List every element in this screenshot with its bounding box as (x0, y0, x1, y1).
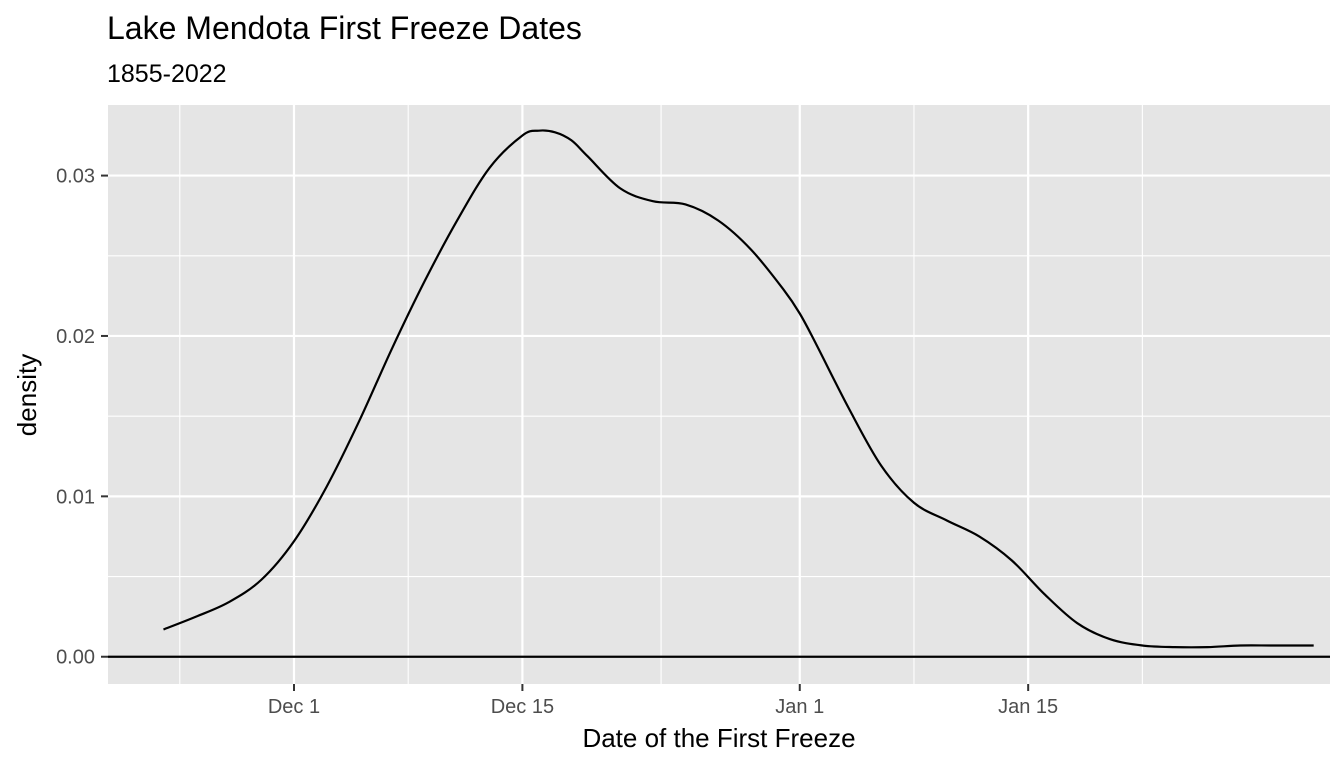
x-tick-label: Dec 1 (268, 696, 320, 718)
x-axis: Dec 1 Dec 15 Jan 1 Jan 15 (268, 684, 1058, 718)
y-axis-title: density (12, 354, 42, 436)
density-curve (163, 129, 1314, 649)
y-tick-label: 0.02 (56, 326, 95, 348)
x-tick-label: Dec 15 (491, 696, 554, 718)
y-tick-label: 0.01 (56, 486, 95, 508)
y-tick-label: 0.03 (56, 166, 95, 188)
chart-subtitle: 1855-2022 (107, 60, 227, 88)
x-axis-title: Date of the First Freeze (582, 723, 855, 753)
chart-title: Lake Mendota First Freeze Dates (107, 10, 582, 46)
x-tick-label: Jan 15 (998, 696, 1058, 718)
x-tick-label: Jan 1 (775, 696, 824, 718)
density-series-layer (163, 129, 1314, 649)
y-tick-label: 0.00 (56, 647, 95, 669)
y-axis: 0.00 0.01 0.02 0.03 (56, 166, 108, 669)
plot-panel (108, 105, 1330, 684)
